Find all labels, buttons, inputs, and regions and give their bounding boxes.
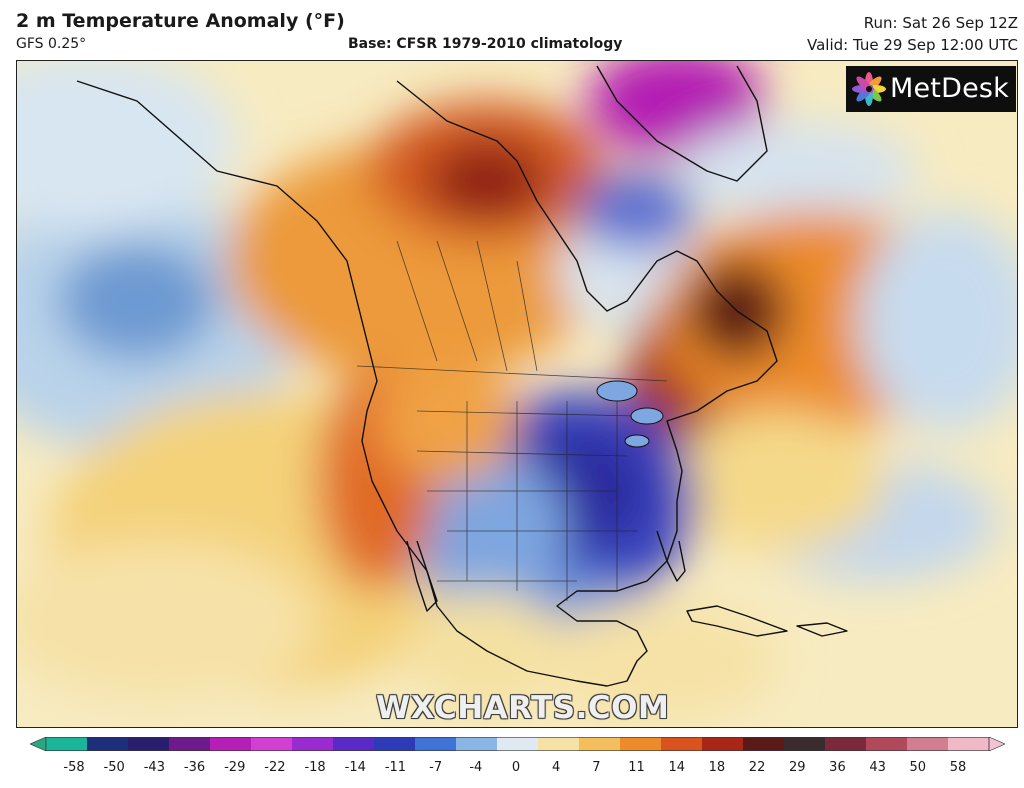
colorbar-tick-label: -14: [344, 760, 366, 775]
model-label: GFS 0.25°: [16, 36, 87, 52]
political-borders: [356, 240, 668, 601]
colorbar-segment: [948, 737, 990, 751]
chart-title: 2 m Temperature Anomaly (°F): [16, 10, 345, 32]
colorbar-segment: [866, 737, 908, 751]
colorbar-tick-label: 36: [829, 760, 846, 775]
colorbar-segment: [579, 737, 621, 751]
colorbar-segment: [784, 737, 826, 751]
colorbar-tick-label: 50: [909, 760, 927, 775]
greenland-coastline: [596, 65, 768, 182]
colorbar-segment: [538, 737, 580, 751]
colorbar-tick-label: 18: [708, 760, 726, 775]
colorbar-segment: [825, 737, 867, 751]
colorbar-left-arrow: [30, 737, 47, 751]
colorbar-segment: [456, 737, 498, 751]
baja-coastline: [406, 540, 438, 612]
colorbar-segment: [374, 737, 416, 751]
colorbar-segment: [497, 737, 539, 751]
colorbar-tick-label: 4: [552, 760, 561, 775]
coastlines: [76, 65, 848, 687]
colorbar-tick-label: 0: [511, 760, 521, 775]
colorbar-tick-label: -43: [143, 760, 165, 775]
color-scale-labels: -58 -50 -43 -36 -29 -22 -18 -14 -11 -7 -4 0 4 7 11 14 18…: [0, 760, 1024, 780]
colorbar-segment: [169, 737, 211, 751]
colorbar-segment: [87, 737, 129, 751]
colorbar-tick-label: 11: [628, 760, 645, 775]
great-lakes: [596, 380, 664, 448]
valid-time-label: Valid: Tue 29 Sep 12:00 UTC: [807, 36, 1018, 54]
anomaly-map: [16, 60, 1018, 728]
wxcharts-watermark: WXCHARTS.COM: [376, 690, 670, 726]
colorbar-tick-label: -4: [469, 760, 483, 775]
florida-coastline: [656, 530, 686, 582]
run-time-label: Run: Sat 26 Sep 12Z: [863, 14, 1018, 32]
colorbar-segment: [292, 737, 334, 751]
metdesk-flower-logo-icon: [852, 72, 886, 106]
colorbar-segment: [333, 737, 375, 751]
colorbar-tick-label: -58: [63, 760, 85, 775]
logo-text: MetDesk: [890, 73, 1009, 104]
colorbar-tick-label: -11: [384, 760, 407, 775]
colorbar-tick-label: 7: [592, 760, 601, 775]
colorbar-tick-label: -7: [429, 760, 443, 775]
colorbar-tick-label: -29: [224, 760, 246, 775]
colorbar-tick-label: 43: [869, 760, 886, 775]
colorbar-segment: [743, 737, 785, 751]
color-scale-bar: [30, 737, 1005, 751]
colorbar-tick-label: 58: [949, 760, 967, 775]
colorbar-segment: [907, 737, 949, 751]
colorbar-tick-label: -50: [103, 760, 125, 775]
colorbar-segment: [661, 737, 703, 751]
climatology-base-label: Base: CFSR 1979-2010 climatology: [348, 36, 623, 52]
colorbar-right-arrow: [988, 737, 1005, 751]
north-america-coastline: [76, 80, 778, 687]
colorbar-segment: [46, 737, 88, 751]
colorbar-segment: [210, 737, 252, 751]
cuba-coastline: [686, 605, 788, 637]
colorbar-segment: [702, 737, 744, 751]
colorbar-segment: [128, 737, 170, 751]
colorbar-tick-label: 29: [788, 760, 806, 775]
colorbar-segment: [415, 737, 457, 751]
colorbar-tick-label: 14: [668, 760, 685, 775]
colorbar-tick-label: 22: [748, 760, 766, 775]
colorbar-tick-label: -18: [304, 760, 326, 775]
colorbar-tick-label: -36: [183, 760, 206, 775]
hispaniola-coastline: [796, 622, 848, 637]
colorbar-segment: [620, 737, 662, 751]
colorbar-frame: [45, 737, 990, 751]
metdesk-logo: MetDesk: [846, 66, 1016, 112]
colorbar-segment: [251, 737, 293, 751]
colorbar-tick-label: -22: [264, 760, 286, 775]
